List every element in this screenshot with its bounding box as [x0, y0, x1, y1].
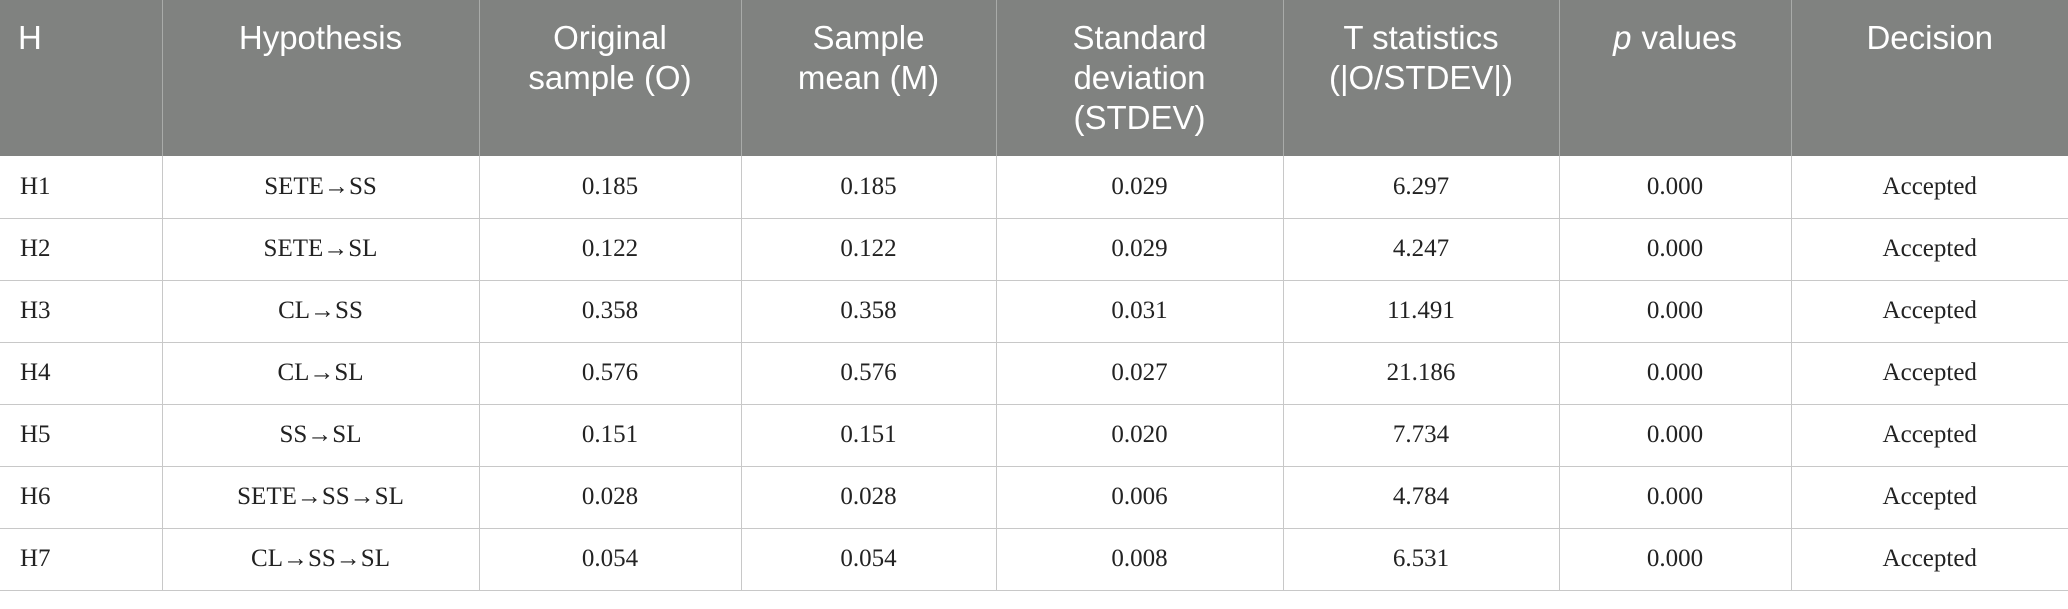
- header-cell: Standard deviation (STDEV): [996, 0, 1284, 156]
- table-cell: 0.000: [1558, 528, 1792, 591]
- table-cell: 0.000: [1558, 342, 1792, 405]
- table-cell: H7: [0, 528, 163, 591]
- table-cell: Accepted: [1790, 342, 2068, 405]
- table-body: H1 SETE→SS 0.185 0.185 0.029 6.297 0.000 Accept…: [0, 156, 2068, 591]
- header-text: deviation: [1073, 59, 1206, 96]
- table-cell: Accepted: [1790, 218, 2068, 281]
- table-cell: Accepted: [1790, 280, 2068, 343]
- header-text: mean (M): [797, 59, 940, 96]
- header-text: Hypothesis: [238, 19, 403, 56]
- header-text: sample (O): [528, 59, 692, 96]
- table-cell: H6: [0, 466, 163, 529]
- table-row: H2 SETE→SL 0.122 0.122 0.029 4.247 0.000 Accept…: [0, 218, 2068, 281]
- table-cell: 0.358: [740, 280, 997, 343]
- table-cell: Accepted: [1790, 528, 2068, 591]
- table-cell: 6.297: [1282, 156, 1560, 219]
- header-text: H: [18, 19, 42, 56]
- table-row: H5 SS→SL 0.151 0.151 0.020 7.734 0.000 Accepted: [0, 404, 2068, 467]
- table-cell: CL→SL: [161, 342, 480, 405]
- table-cell: 0.008: [995, 528, 1284, 591]
- table-row: H6 SETE→SS→SL 0.028 0.028 0.006 4.784 0.000 Acc…: [0, 466, 2068, 529]
- table-cell: 0.185: [478, 156, 742, 219]
- results-table: H Hypothesis Original sample (O) Sample me…: [0, 0, 2068, 591]
- table-cell: 0.006: [995, 466, 1284, 529]
- table-cell: 0.122: [740, 218, 997, 281]
- header-text: p: [1613, 19, 1632, 56]
- table-cell: H3: [0, 280, 163, 343]
- table-row: H4 CL→SL 0.576 0.576 0.027 21.186 0.000 Accepte…: [0, 342, 2068, 405]
- table-cell: H5: [0, 404, 163, 467]
- table-cell: 0.029: [995, 218, 1284, 281]
- header-text: Sample: [812, 19, 925, 56]
- header-text: T statistics: [1343, 19, 1499, 56]
- table-cell: 0.031: [995, 280, 1284, 343]
- table-cell: 0.000: [1558, 466, 1792, 529]
- table-cell: 0.020: [995, 404, 1284, 467]
- header-cell: Hypothesis: [162, 0, 480, 156]
- table-row: H3 CL→SS 0.358 0.358 0.031 11.491 0.000 Accepte…: [0, 280, 2068, 343]
- table-cell: SS→SL: [161, 404, 480, 467]
- table-cell: CL→SS→SL: [161, 528, 480, 591]
- table-cell: SETE→SS→SL: [161, 466, 480, 529]
- table-row: H1 SETE→SS 0.185 0.185 0.029 6.297 0.000 Accept…: [0, 156, 2068, 219]
- header-cell: p values: [1559, 0, 1792, 156]
- table-cell: 11.491: [1282, 280, 1560, 343]
- table-cell: SETE→SS: [161, 156, 480, 219]
- header-text: (|O/STDEV|): [1329, 59, 1513, 96]
- table-cell: 0.000: [1558, 404, 1792, 467]
- table-cell: 0.000: [1558, 156, 1792, 219]
- table-cell: SETE→SL: [161, 218, 480, 281]
- header-cell: Sample mean (M): [741, 0, 997, 156]
- table-cell: 0.027: [995, 342, 1284, 405]
- table-cell: H1: [0, 156, 163, 219]
- table-row: H7 CL→SS→SL 0.054 0.054 0.008 6.531 0.000 Accep…: [0, 528, 2068, 591]
- table-cell: 0.028: [740, 466, 997, 529]
- header-text: values: [1641, 19, 1737, 56]
- table-cell: 0.185: [740, 156, 997, 219]
- table-cell: 0.054: [478, 528, 742, 591]
- table-cell: 21.186: [1282, 342, 1560, 405]
- header-cell: H: [0, 0, 163, 156]
- table-cell: 0.358: [478, 280, 742, 343]
- table-cell: 0.151: [478, 404, 742, 467]
- table-cell: Accepted: [1790, 466, 2068, 529]
- table-cell: 0.054: [740, 528, 997, 591]
- table-cell: Accepted: [1790, 404, 2068, 467]
- table-cell: 0.122: [478, 218, 742, 281]
- table-cell: 0.029: [995, 156, 1284, 219]
- table-cell: CL→SS: [161, 280, 480, 343]
- header-row: H Hypothesis Original sample (O) Sample me…: [0, 0, 2068, 156]
- table-cell: 4.784: [1282, 466, 1560, 529]
- table-cell: H4: [0, 342, 163, 405]
- table-cell: 0.576: [740, 342, 997, 405]
- table-cell: Accepted: [1790, 156, 2068, 219]
- header-cell: Original sample (O): [479, 0, 742, 156]
- header-text: Original: [553, 19, 667, 56]
- table-cell: 0.000: [1558, 218, 1792, 281]
- table-cell: 0.028: [478, 466, 742, 529]
- header-text: Standard: [1072, 19, 1207, 56]
- header-cell: Decision: [1791, 0, 2068, 156]
- table-cell: 0.576: [478, 342, 742, 405]
- table-cell: H2: [0, 218, 163, 281]
- header-text: Decision: [1866, 19, 1994, 56]
- table-cell: 7.734: [1282, 404, 1560, 467]
- table-cell: 4.247: [1282, 218, 1560, 281]
- table-cell: 0.000: [1558, 280, 1792, 343]
- table-cell: 0.151: [740, 404, 997, 467]
- header-cell: T statistics (|O/STDEV|): [1283, 0, 1560, 156]
- header-text: (STDEV): [1073, 99, 1206, 136]
- table-cell: 6.531: [1282, 528, 1560, 591]
